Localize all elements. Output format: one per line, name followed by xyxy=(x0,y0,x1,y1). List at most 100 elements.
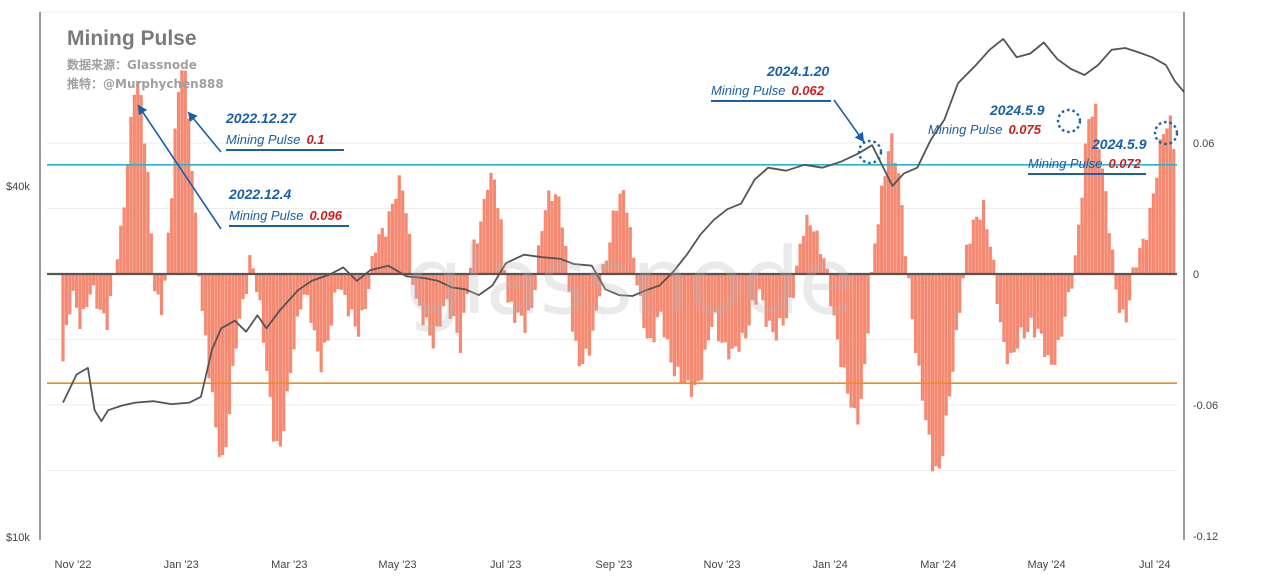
pulse-bar xyxy=(543,210,547,274)
source-line: 数据来源：Glassnode xyxy=(67,58,197,72)
pulse-bar xyxy=(238,274,242,319)
pulse-bar xyxy=(961,274,965,279)
pulse-bar xyxy=(910,274,914,320)
pulse-bar xyxy=(900,205,904,274)
annotation-value: 0.062 xyxy=(791,83,824,98)
pulse-bar xyxy=(540,231,544,274)
pulse-bar xyxy=(710,274,714,328)
chart-title: Mining Pulse xyxy=(67,27,197,50)
pulse-bar xyxy=(669,274,673,363)
arrowhead xyxy=(854,131,864,142)
pulse-bar xyxy=(801,235,806,274)
left-tick-label: $10k xyxy=(6,532,30,544)
pulse-bar xyxy=(917,274,921,366)
pulse-bar xyxy=(676,274,680,367)
pulse-bar xyxy=(1114,274,1118,290)
pulse-bar xyxy=(193,212,198,274)
pulse-bar xyxy=(863,274,867,365)
pulse-bar xyxy=(234,274,238,349)
pulse-bar xyxy=(737,274,741,352)
pulse-bar xyxy=(1168,115,1172,274)
pulse-bar xyxy=(329,274,333,326)
pulse-bar xyxy=(183,70,187,274)
pulse-bar xyxy=(272,274,276,442)
pulse-bar xyxy=(761,274,765,301)
pulse-bar xyxy=(560,227,564,274)
pulse-bar xyxy=(180,70,184,275)
pulse-bar xyxy=(1015,274,1020,349)
pulse-bar xyxy=(486,189,490,274)
pulse-bar xyxy=(604,260,609,274)
pulse-bar xyxy=(244,274,249,295)
pulse-bar xyxy=(1100,168,1105,274)
annotation-label: Mining Pulse xyxy=(226,132,301,147)
pulse-bar xyxy=(771,274,775,333)
annotation-arrow xyxy=(137,104,222,230)
pulse-bar xyxy=(1124,274,1128,323)
pulse-bar xyxy=(438,274,442,327)
pulse-bar xyxy=(336,274,340,290)
pulse-bar xyxy=(927,274,931,435)
annotation-line: Mining Pulse 0.075 xyxy=(928,122,1045,137)
pulse-bar xyxy=(812,231,816,274)
pulse-bar xyxy=(377,234,381,274)
pulse-bar xyxy=(890,133,894,274)
pulse-bar xyxy=(1090,116,1094,274)
pulse-bar xyxy=(666,274,670,340)
pulse-bar xyxy=(740,274,744,333)
pulse-bar xyxy=(733,274,738,347)
pulse-bar xyxy=(214,274,218,428)
pulse-bar xyxy=(102,274,106,314)
pulse-bar xyxy=(255,274,259,292)
pulse-bar xyxy=(536,245,541,274)
annotation-2024-1-20: 2024.1.20 Mining Pulse 0.062 xyxy=(711,63,831,102)
pulse-bar xyxy=(954,274,958,331)
pulse-bar xyxy=(876,224,880,274)
pulse-bar xyxy=(632,257,636,274)
pulse-bar xyxy=(795,265,799,274)
pulse-bar xyxy=(523,274,527,333)
pulse-bar xyxy=(363,274,367,310)
annotation-label: Mining Pulse xyxy=(711,83,786,98)
pulse-bar xyxy=(608,242,612,274)
pulse-bar xyxy=(1002,274,1006,342)
pulse-bar xyxy=(241,274,245,300)
annotation-value: 0.096 xyxy=(309,208,342,223)
pulse-bar xyxy=(581,274,585,365)
pulse-bar xyxy=(316,274,320,352)
pulse-bar xyxy=(822,258,826,274)
x-tick-label: Sep '23 xyxy=(595,559,632,571)
pulse-bar xyxy=(489,172,493,274)
pulse-bar xyxy=(625,212,629,274)
pulse-bar xyxy=(723,274,727,343)
pulse-bar xyxy=(1029,274,1033,318)
pulse-bar xyxy=(513,274,517,323)
pulse-bar xyxy=(248,255,252,274)
pulse-bar xyxy=(553,194,558,274)
annotation-line: Mining Pulse 0.072 xyxy=(1028,156,1146,175)
pulse-bar xyxy=(526,274,530,311)
pulse-bar xyxy=(1073,255,1077,274)
pulse-bar xyxy=(720,274,724,343)
arrowhead xyxy=(188,112,198,123)
pulse-bar xyxy=(251,268,255,274)
pulse-bar xyxy=(302,274,306,295)
pulse-bar xyxy=(689,274,694,398)
annotation-2024-5-9-a: 2024.5.9 Mining Pulse 0.075 xyxy=(928,102,1045,137)
pulse-bar xyxy=(136,80,140,275)
pulse-bar xyxy=(856,274,860,425)
pulse-bar xyxy=(312,274,316,331)
pulse-bar xyxy=(221,274,225,456)
pulse-bar xyxy=(951,274,955,372)
pulse-bar xyxy=(299,274,303,310)
annotation-line: Mining Pulse 0.1 xyxy=(226,132,344,151)
pulse-bar xyxy=(992,259,996,274)
pulse-bar xyxy=(197,274,201,277)
pulse-bar xyxy=(611,210,615,274)
pulse-bar xyxy=(343,274,347,295)
pulse-bar xyxy=(282,274,286,432)
pulse-bar xyxy=(920,274,925,401)
annotation-2022-12-27: 2022.12.27 Mining Pulse 0.1 xyxy=(226,110,344,151)
pulse-bar xyxy=(941,274,945,457)
